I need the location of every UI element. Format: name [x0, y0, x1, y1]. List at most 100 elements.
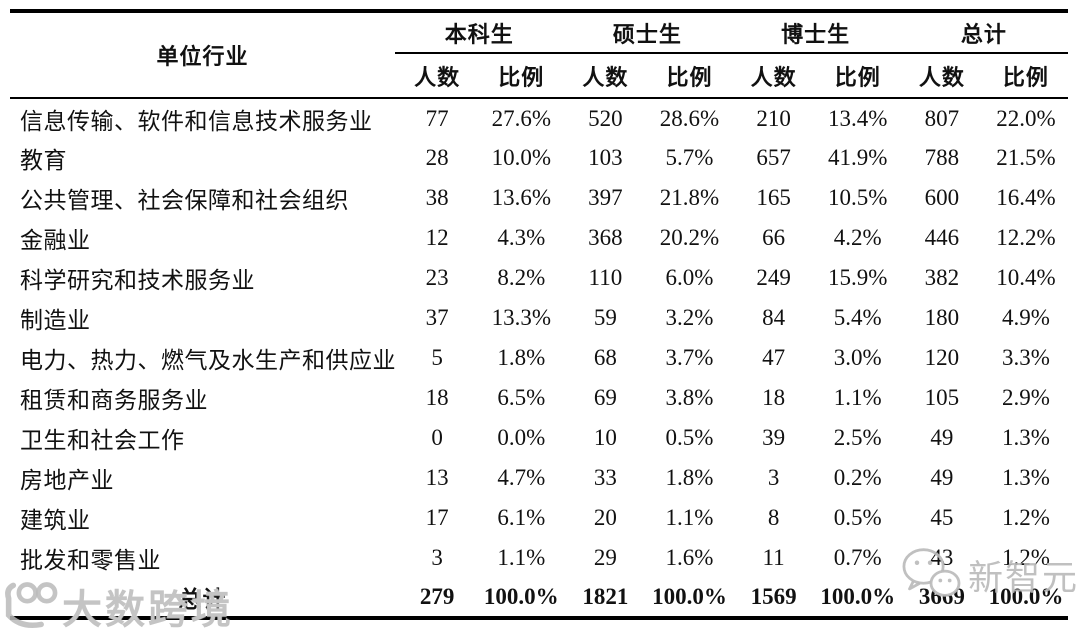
total-row: 总计 279 100.0% 1821 100.0% 1569 100.0% 3669 100.0…: [10, 578, 1068, 618]
value-cell: 4.9%: [1001, 305, 1050, 330]
table-row: 批发和零售业 3 1.1% 29 1.6% 11 0.7% 43 1.2%: [10, 538, 1068, 578]
group-header-undergraduate: 本科生: [395, 11, 564, 54]
value-cell: 28.6%: [659, 105, 720, 131]
table-row: 房地产业 13 4.7% 33 1.8% 3 0.2% 49 1.3%: [10, 458, 1068, 498]
value-cell: 66: [762, 225, 786, 250]
group-header-row: 单位行业 本科生 硕士生 博士生 总计: [10, 11, 1068, 99]
value-cell: 1.1%: [665, 505, 714, 530]
value-cell: 37: [425, 305, 449, 330]
industry-cell: 公共管理、社会保障和社会组织: [20, 188, 349, 213]
value-cell: 8: [767, 505, 780, 530]
industry-cell: 科学研究和技术服务业: [20, 268, 255, 293]
value-cell: 3: [767, 465, 780, 490]
total-value-cell: 100.0%: [988, 584, 1064, 609]
subheader-count: 人数: [395, 53, 480, 99]
value-cell: 18: [425, 385, 449, 410]
industry-cell: 租赁和商务服务业: [20, 388, 208, 413]
table-row: 公共管理、社会保障和社会组织 38 13.6% 397 21.8% 165 10.5% 600…: [10, 178, 1068, 218]
value-cell: 5: [431, 345, 443, 370]
industry-cell: 房地产业: [20, 468, 114, 493]
value-cell: 28: [425, 145, 449, 170]
value-cell: 20: [593, 505, 617, 530]
value-cell: 3.3%: [1001, 345, 1050, 370]
value-cell: 47: [762, 345, 786, 370]
value-cell: 22.0%: [996, 105, 1056, 131]
table-row: 卫生和社会工作 0 0.0% 10 0.5% 39 2.5% 49 1.3%: [10, 418, 1068, 458]
value-cell: 59: [593, 305, 617, 330]
value-cell: 12: [425, 225, 449, 250]
total-value-cell: 100.0%: [820, 584, 896, 609]
value-cell: 21.8%: [659, 185, 720, 210]
table-header: 单位行业 本科生 硕士生 博士生 总计 人数 比例 人数 比例 人数 比例 人数…: [10, 11, 1068, 99]
value-cell: 10.0%: [491, 145, 551, 170]
industry-cell: 建筑业: [20, 508, 91, 533]
value-cell: 103: [588, 145, 623, 170]
value-cell: 1.8%: [497, 345, 546, 370]
value-cell: 27.6%: [491, 105, 551, 131]
value-cell: 600: [924, 185, 960, 210]
subheader-ratio: 比例: [983, 53, 1068, 99]
value-cell: 3.0%: [833, 345, 882, 370]
value-cell: 38: [425, 185, 449, 210]
table-row: 教育 28 10.0% 103 5.7% 657 41.9% 788 21.5%: [10, 138, 1068, 178]
value-cell: 5.7%: [665, 145, 714, 170]
total-value-cell: 1569: [750, 584, 797, 609]
value-cell: 5.4%: [833, 305, 882, 330]
value-cell: 807: [924, 105, 960, 131]
total-value-cell: 3669: [918, 584, 965, 609]
value-cell: 788: [924, 145, 960, 170]
value-cell: 368: [588, 225, 623, 250]
table-row: 制造业 37 13.3% 59 3.2% 84 5.4% 180 4.9%: [10, 298, 1068, 338]
value-cell: 84: [762, 305, 786, 330]
value-cell: 13: [425, 465, 449, 490]
value-cell: 1.3%: [1001, 425, 1050, 450]
value-cell: 1.6%: [665, 545, 714, 570]
subheader-count: 人数: [731, 53, 816, 99]
value-cell: 0.0%: [497, 425, 546, 450]
value-cell: 10.4%: [996, 265, 1056, 290]
value-cell: 210: [756, 105, 791, 131]
value-cell: 520: [588, 105, 623, 131]
subheader-ratio: 比例: [479, 53, 564, 99]
value-cell: 2.9%: [1001, 385, 1050, 410]
value-cell: 4.7%: [497, 465, 546, 490]
value-cell: 69: [593, 385, 617, 410]
value-cell: 1.2%: [1001, 545, 1050, 570]
value-cell: 39: [762, 425, 786, 450]
employment-by-industry-table: 单位行业 本科生 硕士生 博士生 总计 人数 比例 人数 比例 人数 比例 人数…: [10, 9, 1068, 620]
value-cell: 3.7%: [665, 345, 714, 370]
value-cell: 1.2%: [1001, 505, 1050, 530]
total-value-cell: 100.0%: [483, 584, 559, 609]
industry-cell: 批发和零售业: [20, 548, 161, 573]
value-cell: 6.0%: [665, 265, 714, 290]
value-cell: 165: [756, 185, 791, 210]
value-cell: 33: [593, 465, 617, 490]
value-cell: 3: [431, 545, 443, 570]
value-cell: 180: [924, 305, 960, 330]
total-value-cell: 1821: [582, 584, 629, 609]
subheader-ratio: 比例: [815, 53, 900, 99]
subheader-count: 人数: [563, 53, 648, 99]
value-cell: 41.9%: [828, 145, 888, 170]
value-cell: 15.9%: [828, 265, 888, 290]
value-cell: 110: [588, 265, 623, 290]
statistics-table-container: 单位行业 本科生 硕士生 博士生 总计 人数 比例 人数 比例 人数 比例 人数…: [10, 9, 1068, 620]
industry-column-header: 单位行业: [10, 11, 396, 99]
subheader-count: 人数: [899, 53, 984, 99]
value-cell: 2.5%: [833, 425, 882, 450]
value-cell: 0.5%: [665, 425, 714, 450]
value-cell: 20.2%: [659, 225, 720, 250]
table-row: 信息传输、软件和信息技术服务业 77 27.6% 520 28.6% 210 13.4% 80…: [10, 98, 1068, 138]
value-cell: 0.5%: [833, 505, 882, 530]
table-row: 建筑业 17 6.1% 20 1.1% 8 0.5% 45 1.2%: [10, 498, 1068, 538]
value-cell: 1.8%: [665, 465, 714, 490]
value-cell: 77: [425, 105, 449, 131]
value-cell: 49: [930, 465, 954, 490]
value-cell: 3.2%: [665, 305, 714, 330]
industry-cell: 电力、热力、燃气及水生产和供应业: [20, 348, 396, 373]
value-cell: 6.1%: [497, 505, 546, 530]
industry-cell: 信息传输、软件和信息技术服务业: [20, 108, 373, 134]
value-cell: 29: [593, 545, 617, 570]
table-row: 电力、热力、燃气及水生产和供应业 5 1.8% 68 3.7% 47 3.0% 120 3.3%: [10, 338, 1068, 378]
industry-cell: 金融业: [20, 228, 91, 253]
